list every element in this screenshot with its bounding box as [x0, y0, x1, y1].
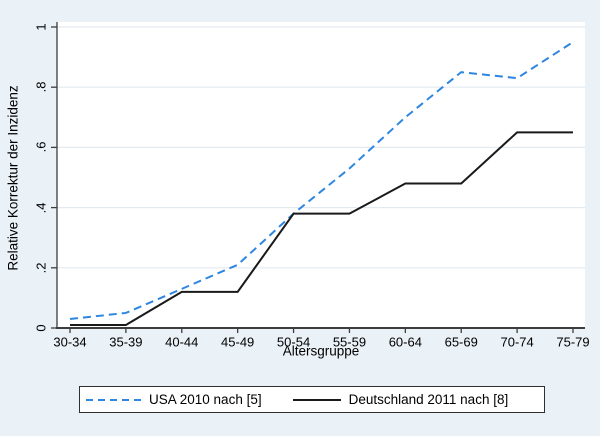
x-tick-label: 35-39	[109, 334, 143, 350]
x-axis-title: Altersgruppe	[282, 343, 360, 359]
y-tick-label: .6	[33, 141, 49, 153]
y-axis-title: Relative Korrektur der Inzidenz	[5, 85, 21, 271]
legend-deutschland-label: Deutschland 2011 nach [8]	[348, 392, 509, 407]
x-tick-label: 75-79	[556, 334, 590, 350]
x-tick-label: 55-59	[332, 334, 367, 350]
x-tick-label: 40-44	[165, 334, 199, 350]
y-tick-label: .4	[33, 202, 49, 214]
x-tick-label: 65-69	[444, 334, 478, 350]
y-tick-label: 1	[33, 23, 49, 31]
plot-background	[57, 22, 585, 328]
legend-deutschland-line-sample	[292, 397, 341, 403]
y-tick-label: .8	[33, 81, 49, 93]
x-tick-label: 70-74	[500, 334, 534, 350]
x-tick-label: 30-34	[53, 334, 87, 350]
legend-usa-label: USA 2010 nach [5]	[149, 392, 262, 407]
series-line-usa	[69, 41, 574, 320]
x-tick-label: 45-49	[221, 334, 255, 350]
y-tick-label: .2	[33, 262, 49, 274]
legend: USA 2010 nach [5] Deutschland 2011 nach …	[79, 386, 545, 413]
series-line-deutschland	[70, 131, 573, 326]
legend-usa-line-sample	[86, 397, 141, 403]
x-tick-label: 50-54	[276, 334, 311, 350]
y-tick-label: 0	[33, 324, 49, 332]
x-tick-label: 60-64	[388, 334, 422, 350]
